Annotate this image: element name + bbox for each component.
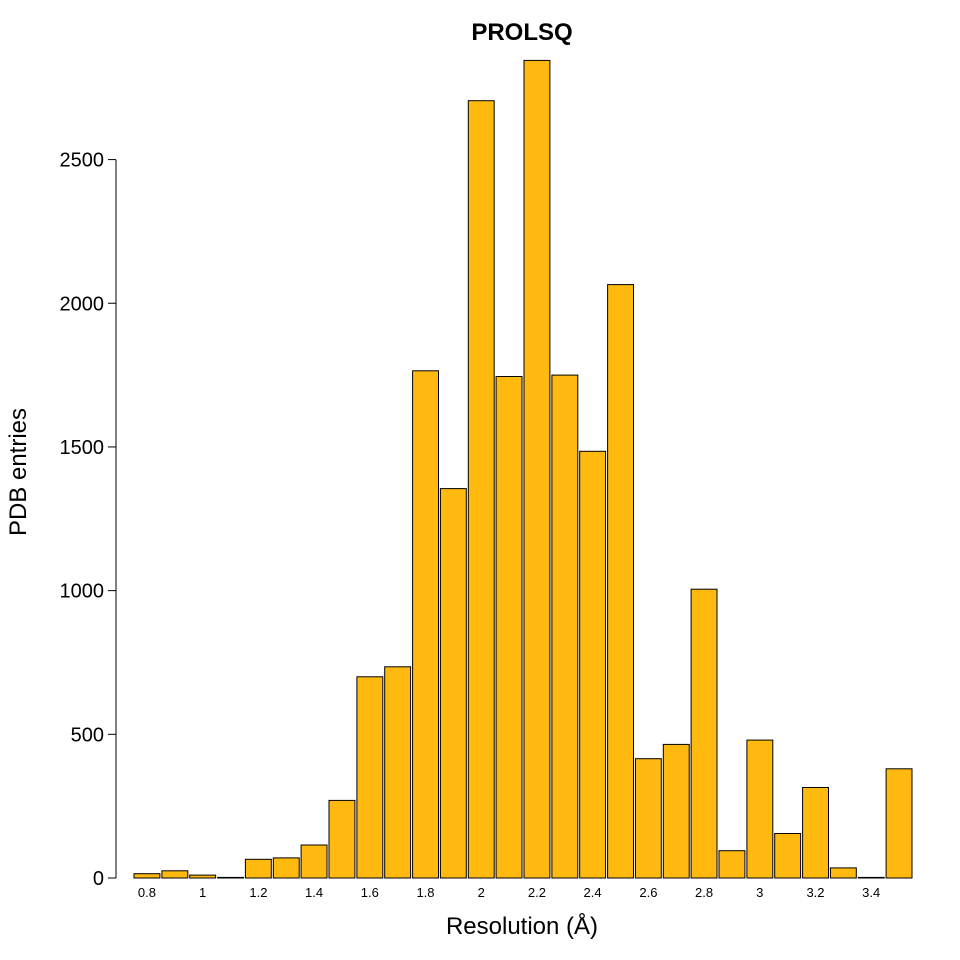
x-tick-label: 3: [756, 885, 763, 900]
y-axis: 0 500 1000 1500 2000 2500: [60, 150, 117, 890]
bar: [217, 876, 245, 879]
x-tick-label: 1.6: [361, 885, 379, 900]
bar: [244, 858, 272, 879]
bar: [300, 844, 328, 879]
bar: [662, 743, 690, 879]
bar: [161, 870, 189, 879]
bar: [829, 867, 857, 879]
bar: [857, 876, 885, 879]
bar: [746, 739, 774, 879]
x-tick-label: 2.8: [695, 885, 713, 900]
bar: [802, 787, 829, 879]
x-tick-label: 2.6: [639, 885, 657, 900]
bar: [384, 666, 412, 879]
bar: [272, 857, 300, 879]
x-axis-label: Resolution (Å): [446, 912, 598, 940]
x-tick-label: 0.8: [138, 885, 156, 900]
bar: [133, 873, 161, 879]
bar: [551, 374, 579, 879]
bar: [634, 758, 662, 879]
chart-title: PROLSQ: [471, 19, 572, 46]
y-tick-label: 1500: [60, 437, 105, 459]
bar: [690, 588, 718, 879]
x-tick-label: 3.4: [862, 885, 880, 900]
y-tick-label: 1000: [60, 581, 105, 603]
x-axis: 0.8 1 1.2 1.4 1.6 1.8 2 2.2 2.4 2.6 2.8 3 3.2 3.4: [138, 885, 880, 900]
x-tick-label: 1.8: [416, 885, 434, 900]
y-tick-label: 500: [71, 724, 104, 746]
x-tick-label: 2.2: [528, 885, 546, 900]
bar: [328, 799, 356, 879]
x-tick-label: 2: [478, 885, 485, 900]
bar: [495, 376, 523, 879]
bar: [718, 850, 746, 879]
bar: [467, 100, 495, 879]
bar: [189, 874, 217, 879]
bar: [774, 833, 802, 879]
y-tick-label: 2500: [60, 150, 105, 172]
bar: [579, 450, 607, 879]
x-tick-label: 2.4: [584, 885, 602, 900]
bar: [356, 676, 384, 879]
bar: [523, 59, 551, 879]
y-tick-label: 0: [93, 868, 104, 890]
x-tick-label: 1.4: [305, 885, 323, 900]
bar: [412, 370, 440, 879]
x-tick-label: 1.2: [249, 885, 267, 900]
bars-group: [133, 59, 913, 879]
y-tick-label: 2000: [60, 293, 105, 315]
bar: [439, 488, 467, 879]
x-tick-label: 1: [199, 885, 206, 900]
y-axis-label: PDB entries: [5, 408, 32, 536]
bar: [885, 768, 913, 879]
bar: [607, 284, 634, 879]
x-tick-label: 3.2: [806, 885, 824, 900]
